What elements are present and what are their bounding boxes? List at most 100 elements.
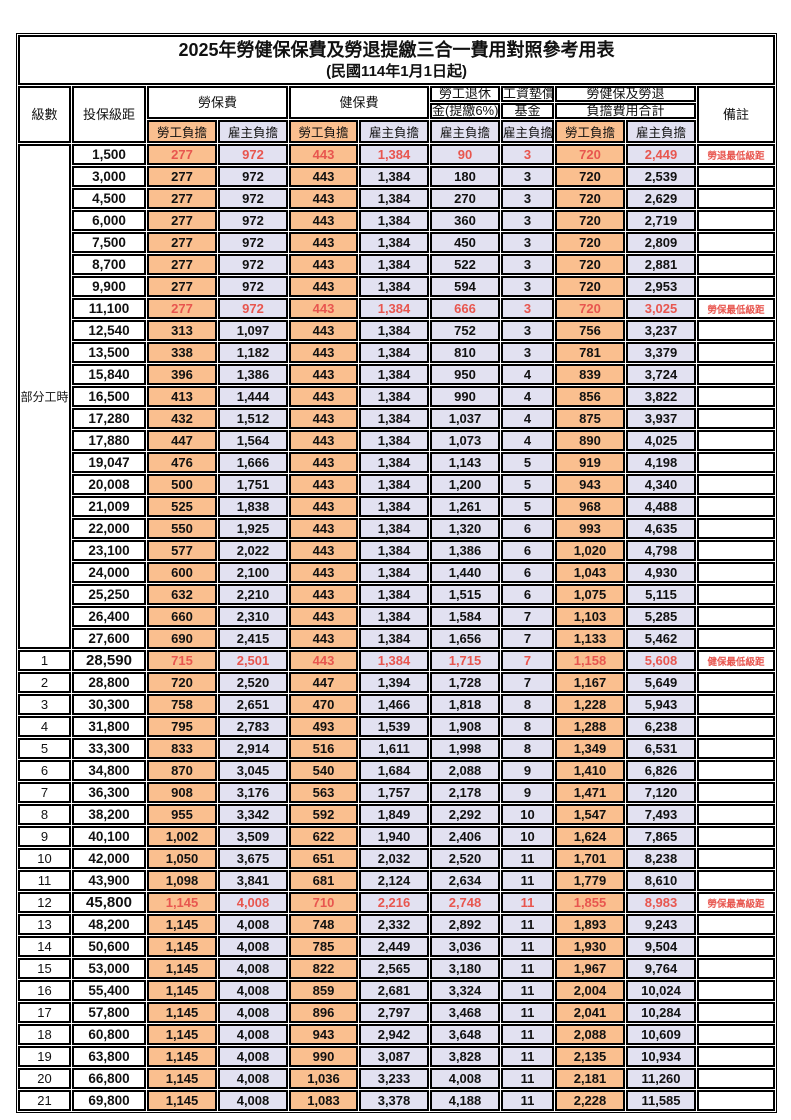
health-employer-cell: 1,466 bbox=[359, 694, 429, 715]
labor-employer-cell: 4,008 bbox=[218, 1090, 288, 1111]
note-cell bbox=[697, 672, 776, 693]
bracket-cell: 27,600 bbox=[72, 628, 146, 649]
bracket-cell: 42,000 bbox=[72, 848, 146, 869]
labor-employee-cell: 690 bbox=[147, 628, 217, 649]
health-employee-cell: 681 bbox=[289, 870, 358, 891]
bracket-cell: 25,250 bbox=[72, 584, 146, 605]
subheader-labor-employee: 勞工負擔 bbox=[147, 120, 217, 143]
wage-fund-employer-cell: 8 bbox=[501, 716, 554, 737]
header-labor-insurance: 勞保費 bbox=[147, 86, 288, 119]
bracket-cell: 43,900 bbox=[72, 870, 146, 891]
pension-employer-cell: 1,818 bbox=[430, 694, 500, 715]
subheader-health-employer: 雇主負擔 bbox=[359, 120, 429, 143]
labor-employer-cell: 972 bbox=[218, 254, 288, 275]
labor-employee-cell: 525 bbox=[147, 496, 217, 517]
note-cell bbox=[697, 386, 776, 407]
pension-employer-cell: 3,036 bbox=[430, 936, 500, 957]
table-row: 4,500 277 972 443 1,384 270 3 720 2,629 bbox=[18, 188, 776, 209]
table-row: 9 40,100 1,002 3,509 622 1,940 2,406 10 1,624 7,8… bbox=[18, 826, 776, 847]
bracket-cell: 30,300 bbox=[72, 694, 146, 715]
total-employer-cell: 11,260 bbox=[626, 1068, 696, 1089]
labor-employee-cell: 1,145 bbox=[147, 958, 217, 979]
table-row: 16,500 413 1,444 443 1,384 990 4 856 3,822 bbox=[18, 386, 776, 407]
labor-employee-cell: 1,145 bbox=[147, 1068, 217, 1089]
pension-employer-cell: 594 bbox=[430, 276, 500, 297]
health-employee-cell: 443 bbox=[289, 342, 358, 363]
table-row: 7 36,300 908 3,176 563 1,757 2,178 9 1,471 7,120 bbox=[18, 782, 776, 803]
health-employer-cell: 1,384 bbox=[359, 430, 429, 451]
wage-fund-employer-cell: 11 bbox=[501, 980, 554, 1001]
health-employee-cell: 470 bbox=[289, 694, 358, 715]
labor-employer-cell: 4,008 bbox=[218, 958, 288, 979]
labor-employer-cell: 1,182 bbox=[218, 342, 288, 363]
level-cell: 21 bbox=[18, 1090, 71, 1111]
note-cell bbox=[697, 254, 776, 275]
labor-employer-cell: 3,675 bbox=[218, 848, 288, 869]
title-row: 2025年勞健保保費及勞退提繳三合一費用對照參考用表 (民國114年1月1日起) bbox=[18, 35, 776, 85]
wage-fund-employer-cell: 3 bbox=[501, 232, 554, 253]
health-employee-cell: 443 bbox=[289, 320, 358, 341]
health-employer-cell: 1,384 bbox=[359, 408, 429, 429]
total-employee-cell: 1,930 bbox=[555, 936, 625, 957]
health-employer-cell: 1,384 bbox=[359, 254, 429, 275]
labor-employee-cell: 1,145 bbox=[147, 980, 217, 1001]
wage-fund-employer-cell: 11 bbox=[501, 1090, 554, 1111]
health-employer-cell: 1,384 bbox=[359, 562, 429, 583]
total-employer-cell: 4,025 bbox=[626, 430, 696, 451]
labor-employer-cell: 1,838 bbox=[218, 496, 288, 517]
wage-fund-employer-cell: 4 bbox=[501, 408, 554, 429]
note-cell: 勞退最低級距 bbox=[697, 144, 776, 165]
health-employee-cell: 443 bbox=[289, 496, 358, 517]
header-health-insurance: 健保費 bbox=[289, 86, 429, 119]
note-cell bbox=[697, 518, 776, 539]
pension-employer-cell: 3,180 bbox=[430, 958, 500, 979]
bracket-cell: 26,400 bbox=[72, 606, 146, 627]
table-row: 21 69,800 1,145 4,008 1,083 3,378 4,188 11 2,228… bbox=[18, 1090, 776, 1111]
wage-fund-employer-cell: 8 bbox=[501, 694, 554, 715]
health-employee-cell: 493 bbox=[289, 716, 358, 737]
table-row: 19,047 476 1,666 443 1,384 1,143 5 919 4,198 bbox=[18, 452, 776, 473]
table-row: 17,280 432 1,512 443 1,384 1,037 4 875 3,937 bbox=[18, 408, 776, 429]
pension-employer-cell: 1,320 bbox=[430, 518, 500, 539]
note-cell bbox=[697, 914, 776, 935]
labor-employer-cell: 4,008 bbox=[218, 936, 288, 957]
table-row: 16 55,400 1,145 4,008 859 2,681 3,324 11 2,004 10… bbox=[18, 980, 776, 1001]
total-employer-cell: 7,865 bbox=[626, 826, 696, 847]
wage-fund-employer-cell: 7 bbox=[501, 606, 554, 627]
labor-employee-cell: 338 bbox=[147, 342, 217, 363]
level-cell: 14 bbox=[18, 936, 71, 957]
total-employee-cell: 2,135 bbox=[555, 1046, 625, 1067]
labor-employer-cell: 3,176 bbox=[218, 782, 288, 803]
pension-employer-cell: 1,073 bbox=[430, 430, 500, 451]
table-row: 22,000 550 1,925 443 1,384 1,320 6 993 4,635 bbox=[18, 518, 776, 539]
health-employer-cell: 1,384 bbox=[359, 606, 429, 627]
labor-employee-cell: 277 bbox=[147, 188, 217, 209]
health-employee-cell: 443 bbox=[289, 254, 358, 275]
total-employer-cell: 8,983 bbox=[626, 892, 696, 913]
table-row: 3 30,300 758 2,651 470 1,466 1,818 8 1,228 5,943 bbox=[18, 694, 776, 715]
total-employee-cell: 2,088 bbox=[555, 1024, 625, 1045]
bracket-cell: 60,800 bbox=[72, 1024, 146, 1045]
labor-employee-cell: 1,145 bbox=[147, 914, 217, 935]
labor-employee-cell: 277 bbox=[147, 254, 217, 275]
total-employee-cell: 720 bbox=[555, 210, 625, 231]
wage-fund-employer-cell: 4 bbox=[501, 364, 554, 385]
labor-employer-cell: 3,342 bbox=[218, 804, 288, 825]
total-employee-cell: 1,020 bbox=[555, 540, 625, 561]
bracket-cell: 45,800 bbox=[72, 892, 146, 913]
header-total-line1: 勞健保及勞退 bbox=[555, 86, 696, 102]
level-cell: 15 bbox=[18, 958, 71, 979]
table-row: 26,400 660 2,310 443 1,384 1,584 7 1,103 5,285 bbox=[18, 606, 776, 627]
header-total-line2: 負擔費用合計 bbox=[555, 103, 696, 119]
note-cell bbox=[697, 826, 776, 847]
labor-employee-cell: 277 bbox=[147, 166, 217, 187]
total-employee-cell: 1,349 bbox=[555, 738, 625, 759]
total-employer-cell: 4,488 bbox=[626, 496, 696, 517]
wage-fund-employer-cell: 3 bbox=[501, 298, 554, 319]
total-employee-cell: 1,043 bbox=[555, 562, 625, 583]
labor-employee-cell: 550 bbox=[147, 518, 217, 539]
bracket-cell: 17,880 bbox=[72, 430, 146, 451]
labor-employee-cell: 1,098 bbox=[147, 870, 217, 891]
bracket-cell: 28,800 bbox=[72, 672, 146, 693]
pension-employer-cell: 360 bbox=[430, 210, 500, 231]
